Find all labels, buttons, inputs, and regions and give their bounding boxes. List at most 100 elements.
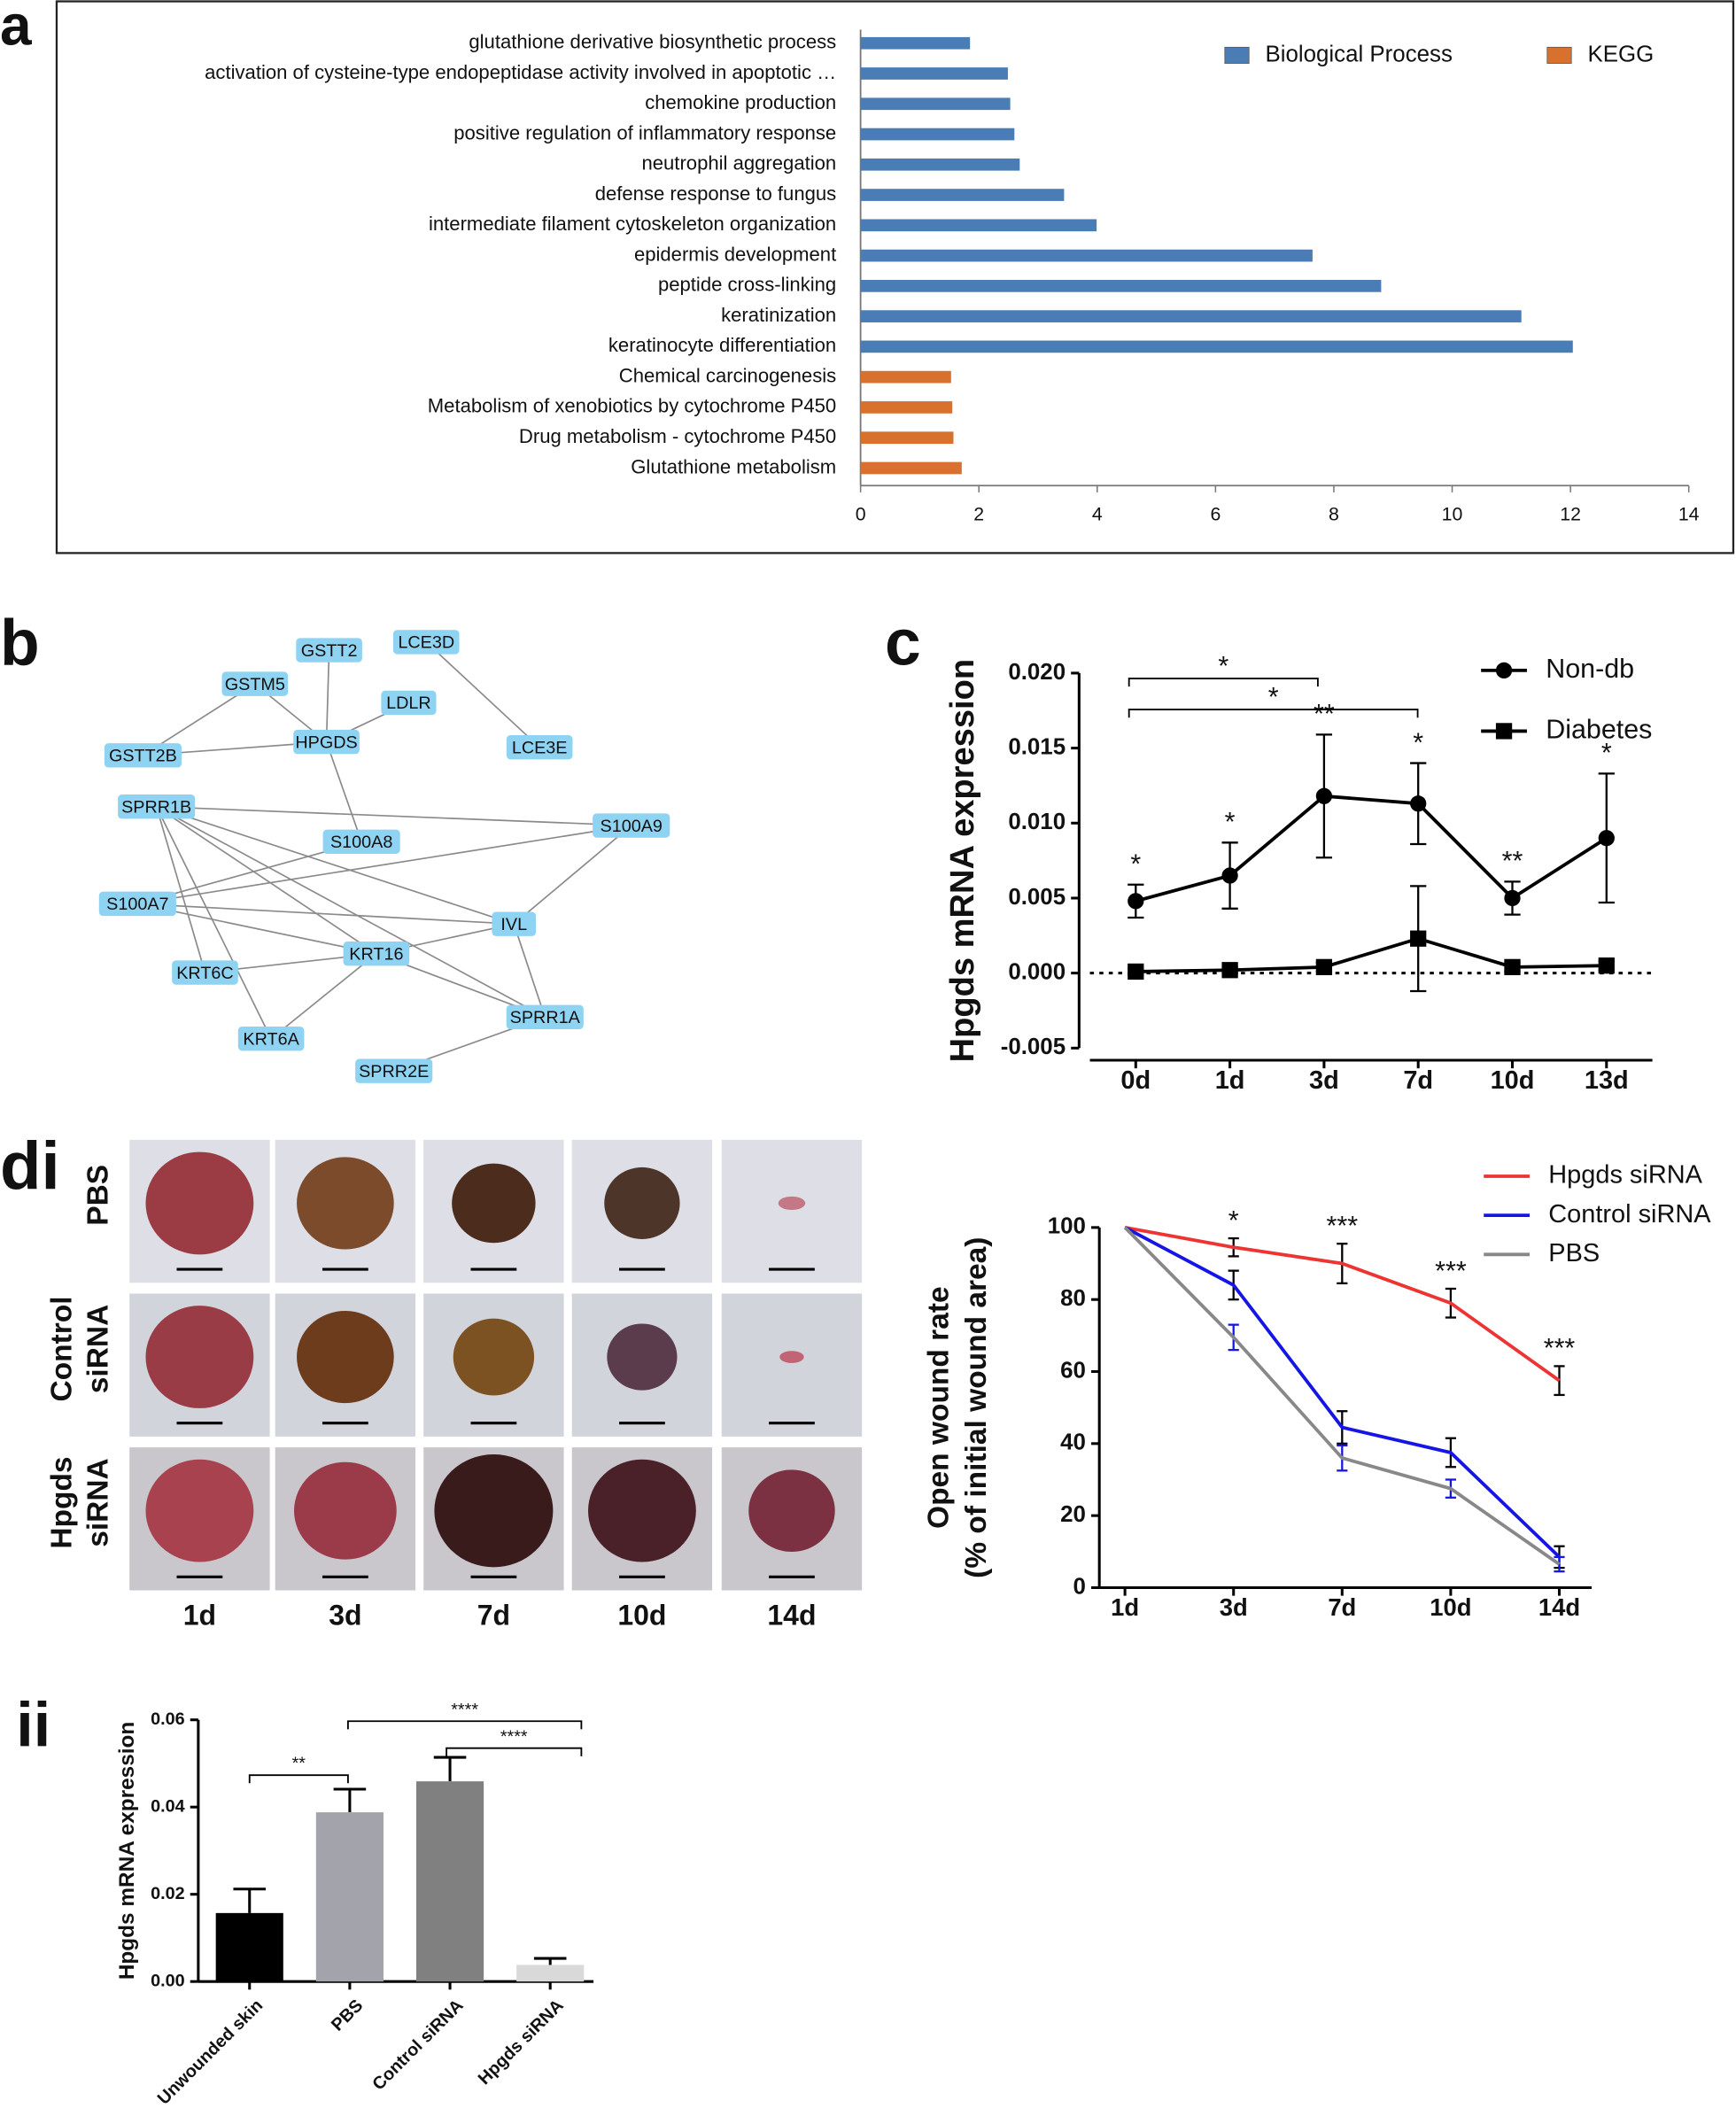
network-node [172,960,238,985]
x-tick-label: 10d [1491,1066,1535,1095]
network-edge [137,903,377,955]
network-edge [156,805,632,826]
category-label: keratinization [721,304,836,326]
network-edge [513,923,546,1018]
network-node-label: GSTT2 [301,641,358,661]
y-axis-title: Open wound rate [922,1286,955,1529]
y-tick-label: 20 [1060,1502,1086,1527]
category-label: keratinocyte differentiation [608,334,836,356]
legend-label: Biological Process [1265,42,1452,66]
y-tick-label: 0.02 [151,1884,185,1903]
y-tick-label: 0.010 [1008,810,1066,834]
column-label: 10d [617,1599,666,1631]
marker [1410,795,1427,812]
network-edge [325,741,362,842]
y-tick-label: 0.04 [151,1796,185,1816]
bar [516,1965,585,1982]
wound [145,1306,254,1408]
line [1135,794,1608,903]
significance-bracket [248,1774,349,1784]
marker [1598,830,1615,847]
network-node-label: KRT6A [243,1029,299,1049]
significance-label: ** [292,1754,306,1773]
y-tick-label: 0.020 [1008,660,1066,685]
significance-bracket [446,1747,583,1756]
x-tick-label: 1d [1111,1593,1139,1621]
bar [860,97,1011,111]
wound [607,1323,678,1391]
x-tick-label: 1d [1215,1066,1245,1095]
y-tick-label: 0.06 [151,1709,185,1729]
marker [1221,962,1238,979]
network-edge [513,825,632,925]
x-tick-label: 7d [1328,1593,1356,1621]
x-tick-label: PBS [328,1996,367,2035]
y-axis-title: (% of initial wound area) [960,1237,993,1578]
network-edge [325,650,330,742]
bar [860,189,1065,201]
network-node [392,630,460,655]
x-tick-label: 0d [1120,1066,1151,1095]
network-node [593,813,670,838]
column-label: 1d [183,1599,216,1631]
x-tick-label: 3d [1309,1066,1339,1095]
significance-label: *** [1544,1333,1576,1363]
bar [415,1781,484,1982]
legend-label: PBS [1548,1239,1600,1267]
y-axis-title: Hpgds mRNA expression [944,659,981,1062]
y-tick-label: 40 [1060,1430,1086,1455]
significance-label: *** [1435,1256,1467,1286]
bar [860,67,1008,80]
network-node-label: HPGDS [295,732,357,752]
significance-label: * [1218,651,1228,681]
column-label: 14d [767,1599,816,1631]
bar [860,249,1313,262]
network-node-label: LCE3D [398,633,454,653]
category-label: glutathione derivative biosynthetic proc… [469,31,836,53]
column-label: 7d [477,1599,510,1631]
column-label: 3d [329,1599,361,1631]
wound [587,1459,696,1562]
significance-label: * [1601,738,1612,768]
x-tick-label: 7d [1403,1066,1433,1095]
category-label: intermediate filament cytoskeleton organ… [429,213,836,235]
significance-bracket [346,1720,583,1730]
x-tick-label: 13d [1585,1066,1629,1095]
marker [1598,957,1615,974]
network-node [104,743,182,768]
significance-label: * [1130,849,1141,879]
y-tick-label: 0.005 [1008,885,1066,910]
significance-label: ** [1314,699,1335,729]
significance-label: **** [500,1727,528,1747]
row-label: siRNA [82,1305,115,1394]
panel-label: a [0,0,32,57]
significance-label: * [1225,807,1236,837]
wound [779,1351,804,1363]
bar [860,310,1522,322]
panel-label: c [885,607,921,678]
network-node-label: S100A7 [106,895,168,914]
x-tick-label: 10d [1430,1593,1471,1621]
category-label: peptide cross-linking [658,274,836,296]
legend-marker [1495,662,1513,679]
bar [315,1812,384,1982]
network-node [355,1058,433,1083]
network-node [492,911,537,936]
network-node [296,638,362,663]
category-label: Drug metabolism - cytochrome P450 [519,425,836,447]
y-tick-label: 0 [1073,1574,1086,1599]
wound [604,1167,680,1239]
legend-marker [1495,723,1513,740]
panel-label: b [0,607,40,678]
network-node-label: IVL [500,915,527,934]
network-node [293,729,360,755]
significance-label: *** [1327,1211,1359,1241]
bar [860,461,962,475]
legend-label: Diabetes [1546,714,1652,744]
wound [145,1151,254,1255]
x-tick-label: 4 [1092,503,1103,524]
network-edge [156,805,515,925]
network-node-label: S100A8 [330,833,392,852]
network-node [506,734,573,760]
